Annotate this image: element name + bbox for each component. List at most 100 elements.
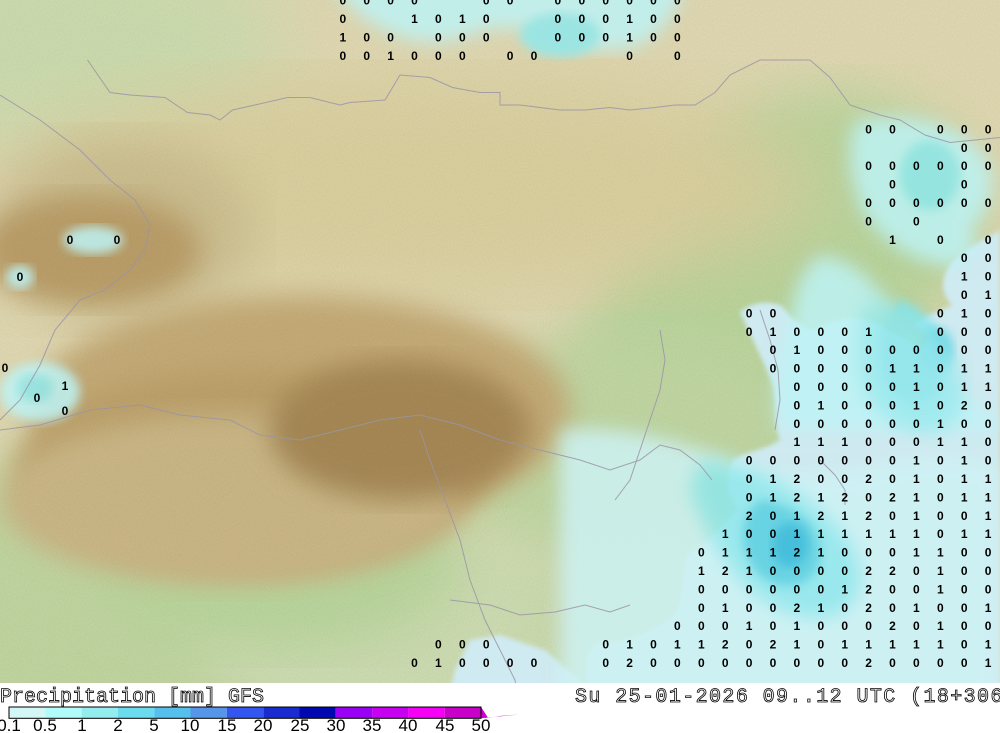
svg-text:1: 1 bbox=[985, 527, 992, 541]
svg-text:0: 0 bbox=[578, 12, 585, 26]
svg-text:0: 0 bbox=[602, 638, 609, 652]
svg-text:0: 0 bbox=[650, 0, 657, 8]
svg-text:0: 0 bbox=[817, 638, 824, 652]
svg-text:0: 0 bbox=[937, 343, 944, 357]
svg-text:0: 0 bbox=[865, 380, 872, 394]
svg-text:0: 0 bbox=[817, 454, 824, 468]
svg-text:0: 0 bbox=[770, 306, 777, 320]
svg-text:0: 0 bbox=[794, 656, 801, 670]
svg-text:0: 0 bbox=[817, 417, 824, 431]
svg-text:1: 1 bbox=[62, 379, 69, 393]
svg-text:2: 2 bbox=[865, 656, 872, 670]
svg-text:1: 1 bbox=[937, 564, 944, 578]
svg-text:0: 0 bbox=[674, 619, 681, 633]
svg-text:0: 0 bbox=[985, 435, 992, 449]
svg-text:0: 0 bbox=[770, 601, 777, 615]
svg-text:1: 1 bbox=[387, 49, 394, 63]
svg-text:1: 1 bbox=[985, 472, 992, 486]
svg-text:0: 0 bbox=[865, 398, 872, 412]
svg-text:0: 0 bbox=[722, 582, 729, 596]
svg-text:0: 0 bbox=[889, 178, 896, 192]
svg-text:0: 0 bbox=[961, 417, 968, 431]
svg-text:0: 0 bbox=[459, 30, 466, 44]
svg-text:1: 1 bbox=[746, 619, 753, 633]
svg-text:0: 0 bbox=[339, 49, 346, 63]
svg-text:1: 1 bbox=[961, 527, 968, 541]
svg-text:2: 2 bbox=[817, 509, 824, 523]
svg-text:1: 1 bbox=[913, 398, 920, 412]
svg-text:0: 0 bbox=[889, 380, 896, 394]
svg-text:1: 1 bbox=[937, 435, 944, 449]
svg-text:0: 0 bbox=[435, 12, 442, 26]
svg-text:0: 0 bbox=[794, 362, 801, 376]
svg-text:1: 1 bbox=[841, 582, 848, 596]
svg-text:0: 0 bbox=[770, 656, 777, 670]
svg-text:0: 0 bbox=[865, 454, 872, 468]
svg-text:0: 0 bbox=[985, 306, 992, 320]
svg-text:1: 1 bbox=[937, 546, 944, 560]
svg-text:0: 0 bbox=[841, 564, 848, 578]
svg-text:1: 1 bbox=[865, 325, 872, 339]
svg-text:0: 0 bbox=[937, 601, 944, 615]
svg-text:0: 0 bbox=[794, 582, 801, 596]
svg-text:0: 0 bbox=[985, 454, 992, 468]
svg-text:0: 0 bbox=[865, 417, 872, 431]
svg-text:0: 0 bbox=[698, 619, 705, 633]
svg-text:0: 0 bbox=[889, 546, 896, 560]
svg-text:0: 0 bbox=[889, 582, 896, 596]
svg-text:0: 0 bbox=[411, 49, 418, 63]
svg-text:0: 0 bbox=[817, 343, 824, 357]
svg-text:0: 0 bbox=[937, 472, 944, 486]
svg-text:0: 0 bbox=[985, 270, 992, 284]
svg-text:0: 0 bbox=[937, 380, 944, 394]
svg-text:0: 0 bbox=[985, 233, 992, 247]
svg-text:0: 0 bbox=[770, 582, 777, 596]
svg-text:0: 0 bbox=[459, 49, 466, 63]
svg-text:2: 2 bbox=[865, 601, 872, 615]
svg-text:1: 1 bbox=[937, 582, 944, 596]
svg-text:1: 1 bbox=[841, 638, 848, 652]
svg-text:0: 0 bbox=[698, 582, 705, 596]
svg-text:0: 0 bbox=[937, 454, 944, 468]
svg-text:0: 0 bbox=[937, 527, 944, 541]
svg-text:0: 0 bbox=[937, 656, 944, 670]
svg-text:0: 0 bbox=[865, 214, 872, 228]
svg-text:0: 0 bbox=[913, 417, 920, 431]
svg-text:0: 0 bbox=[865, 196, 872, 210]
svg-text:0: 0 bbox=[841, 398, 848, 412]
svg-text:1: 1 bbox=[411, 12, 418, 26]
svg-text:1: 1 bbox=[961, 306, 968, 320]
svg-text:0: 0 bbox=[483, 30, 490, 44]
svg-text:2: 2 bbox=[794, 490, 801, 504]
svg-text:0: 0 bbox=[961, 619, 968, 633]
svg-text:0: 0 bbox=[67, 233, 74, 247]
svg-text:0: 0 bbox=[865, 619, 872, 633]
svg-text:0: 0 bbox=[985, 343, 992, 357]
svg-text:0: 0 bbox=[865, 122, 872, 136]
svg-text:0: 0 bbox=[817, 472, 824, 486]
svg-text:1: 1 bbox=[913, 527, 920, 541]
svg-text:0: 0 bbox=[961, 122, 968, 136]
svg-text:1: 1 bbox=[913, 454, 920, 468]
svg-text:0: 0 bbox=[531, 656, 538, 670]
svg-text:0: 0 bbox=[985, 619, 992, 633]
svg-text:0: 0 bbox=[794, 564, 801, 578]
svg-text:0: 0 bbox=[531, 49, 538, 63]
svg-text:0: 0 bbox=[913, 159, 920, 173]
svg-text:0: 0 bbox=[555, 30, 562, 44]
svg-text:1: 1 bbox=[841, 509, 848, 523]
svg-text:1: 1 bbox=[913, 601, 920, 615]
svg-text:0: 0 bbox=[602, 30, 609, 44]
svg-text:0: 0 bbox=[913, 343, 920, 357]
svg-text:0: 0 bbox=[889, 454, 896, 468]
svg-text:1: 1 bbox=[961, 490, 968, 504]
svg-text:1: 1 bbox=[961, 454, 968, 468]
svg-text:0: 0 bbox=[937, 159, 944, 173]
svg-text:0: 0 bbox=[578, 0, 585, 8]
svg-text:1: 1 bbox=[626, 638, 633, 652]
svg-text:1: 1 bbox=[794, 509, 801, 523]
svg-text:0: 0 bbox=[746, 656, 753, 670]
svg-text:0: 0 bbox=[961, 564, 968, 578]
svg-text:2: 2 bbox=[794, 601, 801, 615]
svg-text:0: 0 bbox=[602, 0, 609, 8]
